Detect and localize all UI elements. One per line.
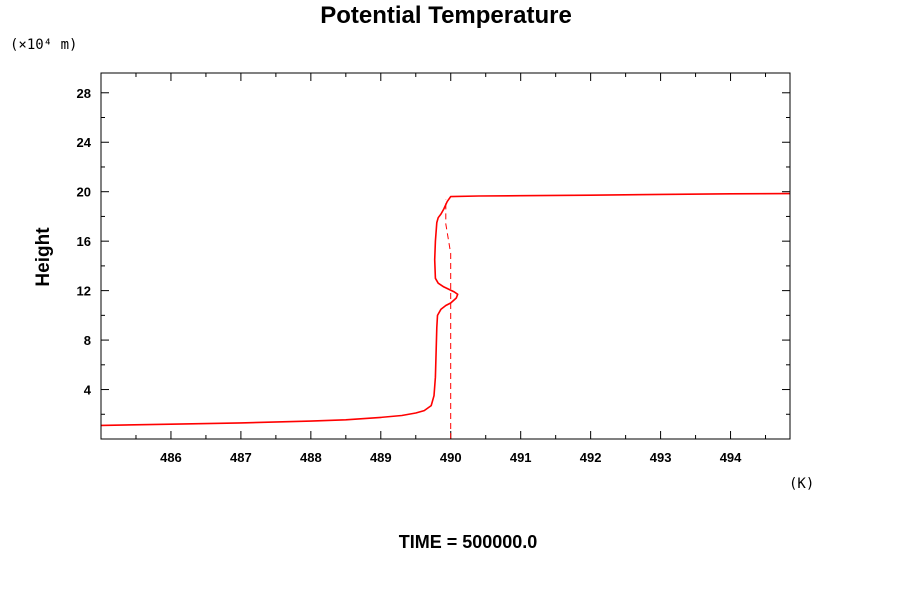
x-tick-label: 487 — [230, 450, 252, 465]
time-label: TIME = 500000.0 — [399, 532, 538, 552]
x-axis-unit: (K) — [789, 476, 814, 492]
tick-labels: 486 487 488 489 490 491 492 493 494 4 8 12 16 20 24 28 — [77, 86, 743, 465]
axis-ticks — [101, 73, 790, 439]
x-tick-label: 491 — [510, 450, 532, 465]
y-tick-label: 16 — [77, 234, 91, 249]
chart-title: Potential Temperature — [320, 2, 572, 29]
y-tick-label: 20 — [77, 185, 91, 200]
x-tick-label: 490 — [440, 450, 462, 465]
y-tick-label: 28 — [77, 86, 91, 101]
x-tick-label: 486 — [160, 450, 182, 465]
y-tick-label: 24 — [77, 135, 92, 150]
y-tick-label: 4 — [84, 383, 92, 398]
x-tick-label: 493 — [650, 450, 672, 465]
x-tick-label: 488 — [300, 450, 322, 465]
y-tick-label: 8 — [84, 333, 91, 348]
dashed-series-line — [445, 199, 452, 439]
x-tick-label: 492 — [580, 450, 602, 465]
plot-frame — [100, 72, 791, 440]
y-axis-unit: (×10⁴ m) — [10, 37, 77, 53]
x-tick-label: 494 — [720, 450, 742, 465]
x-tick-label: 489 — [370, 450, 392, 465]
y-tick-label: 12 — [77, 284, 91, 299]
data-series — [100, 192, 791, 439]
y-axis-label: Height — [33, 227, 54, 287]
solid-series-line — [100, 192, 791, 427]
